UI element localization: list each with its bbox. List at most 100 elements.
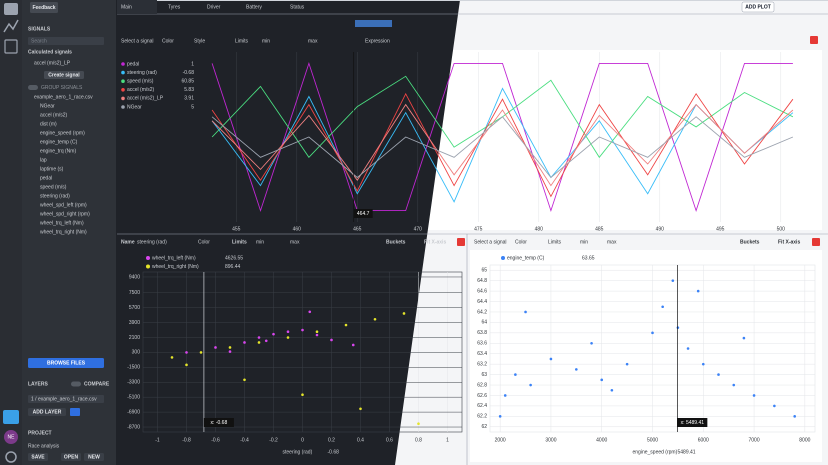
legend-label[interactable]: accel (m/s2)_LP [127, 96, 164, 102]
add-layer-button[interactable]: ADD LAYER [33, 410, 62, 416]
signal-item[interactable]: dist (m) [40, 121, 57, 127]
group-toggle[interactable] [28, 85, 38, 90]
scatter-point [549, 357, 553, 361]
calculated-signal[interactable]: accel (m/s2)_LP [34, 60, 71, 66]
toolbar-label: min [262, 38, 270, 44]
y-tick-label: 64 [481, 320, 487, 326]
layer-select[interactable] [28, 395, 104, 403]
signal-item[interactable]: pedal [40, 175, 52, 181]
add-plot-button[interactable]: ADD PLOT [745, 5, 771, 11]
scatter-point [686, 347, 690, 350]
scatter-point [529, 383, 532, 387]
compare-label: COMPARE [84, 381, 110, 387]
series-line [211, 103, 794, 187]
legend-label[interactable]: accel (m/s2) [127, 87, 155, 93]
signal-item[interactable]: wheel_spd_right (rpm) [40, 211, 90, 217]
scatter-point [514, 373, 517, 376]
tab-label[interactable]: Driver [207, 4, 221, 10]
save-button[interactable]: SAVE [31, 455, 45, 461]
create-signal-button[interactable]: Create signal [48, 73, 80, 79]
add-plot-button-box[interactable] [742, 2, 774, 12]
y-tick-label: 9400 [129, 274, 140, 280]
legend-swatch[interactable] [501, 256, 505, 260]
create-signal-button-box[interactable] [44, 71, 84, 79]
scatter-point [257, 336, 261, 339]
legend-swatch[interactable] [121, 62, 125, 66]
close-plot[interactable] [812, 238, 820, 246]
settings-icon[interactable] [5, 451, 17, 463]
signal-item[interactable]: accel (m/s2) [40, 112, 68, 118]
scatter-point [701, 362, 705, 366]
active-tab[interactable] [117, 0, 157, 14]
scatter-point [625, 362, 629, 366]
close-plot[interactable] [457, 238, 465, 246]
legend-swatch[interactable] [121, 70, 125, 75]
legend-label[interactable]: pedal [127, 61, 139, 67]
signal-item[interactable]: wheel_spd_left (rpm) [40, 202, 87, 208]
signal-item[interactable]: engine_speed (rpm) [40, 130, 85, 136]
toolbar-label: Style [194, 38, 205, 44]
legend-label[interactable]: engine_temp (C) [507, 255, 545, 261]
open-button-box[interactable] [61, 453, 81, 461]
save-button-box[interactable] [28, 453, 48, 461]
toolbar-label: Color [162, 38, 174, 44]
legend-swatch[interactable] [146, 264, 150, 269]
new-button-box[interactable] [84, 453, 104, 461]
avatar[interactable] [4, 430, 18, 444]
legend-swatch[interactable] [121, 88, 125, 92]
search-box[interactable] [28, 37, 104, 45]
signal-item[interactable]: lap [40, 157, 47, 163]
legend-label[interactable]: wheel_trq_right (Nm) [152, 264, 199, 270]
delete-layer[interactable] [70, 408, 80, 416]
tab-label[interactable]: Main [121, 4, 132, 10]
x-tick-label: 0.8 [415, 437, 422, 443]
tab-label[interactable]: Tyres [168, 4, 181, 10]
legend-value: 4626.55 [225, 255, 243, 261]
legend-label[interactable]: NGear [127, 104, 142, 110]
y-tick-label: 64.6 [477, 288, 487, 294]
signal-item[interactable]: NGear [40, 103, 55, 109]
scatter-point [610, 388, 614, 392]
tab-label[interactable]: Status [290, 4, 305, 10]
tab-label[interactable]: Battery [246, 4, 262, 10]
new-button[interactable]: NEW [88, 455, 100, 461]
home-icon[interactable] [4, 3, 18, 15]
signal-item[interactable]: steering (rad) [40, 193, 70, 199]
browse-files-button-box[interactable] [28, 358, 104, 368]
compare-toggle[interactable] [71, 381, 81, 387]
chart-icon[interactable] [3, 19, 19, 33]
signal-item[interactable]: engine_trq (Nm) [40, 148, 76, 154]
scatter-point [228, 350, 232, 353]
y-tick-label: -3300 [127, 380, 140, 386]
legend-swatch[interactable] [121, 79, 125, 83]
y-tick-label: 62.4 [477, 403, 487, 409]
signal-item[interactable]: engine_temp (C) [40, 139, 78, 145]
close-plot[interactable] [810, 36, 818, 44]
toolbar-label: Select a signal [474, 239, 507, 245]
legend-swatch[interactable] [121, 96, 125, 101]
open-button[interactable]: OPEN [64, 455, 79, 461]
signal-item[interactable]: wheel_trq_right (Nm) [40, 229, 87, 235]
legend-label[interactable]: wheel_trq_left (Nm) [152, 255, 196, 261]
feedback-button[interactable]: Feedback [32, 5, 55, 11]
legend-swatch[interactable] [121, 105, 125, 109]
timeline-window[interactable] [355, 20, 392, 27]
legend-label[interactable]: speed (m/s) [127, 79, 154, 85]
feedback-button-box[interactable] [30, 2, 58, 13]
browse-files-button[interactable]: BROWSE FILES [47, 361, 86, 367]
toolbar-label: steering (rad) [137, 239, 167, 245]
x-tick-label: 1 [446, 437, 449, 443]
scatter-point [793, 415, 796, 418]
legend-label[interactable]: steering (rad) [127, 70, 157, 76]
signal-item[interactable]: laptime (s) [40, 166, 64, 172]
legend-swatch[interactable] [146, 256, 150, 260]
signal-item[interactable]: speed (m/s) [40, 184, 67, 190]
toolbar-label: max [308, 38, 318, 44]
logo[interactable] [3, 410, 19, 424]
table-icon[interactable] [4, 39, 18, 54]
add-layer-button-box[interactable] [28, 408, 66, 416]
scatter-point [330, 338, 333, 342]
toolbar-label: max [290, 239, 300, 245]
x-axis-value: -0.68 [328, 449, 340, 455]
signal-item[interactable]: wheel_trq_left (Nm) [40, 220, 84, 226]
